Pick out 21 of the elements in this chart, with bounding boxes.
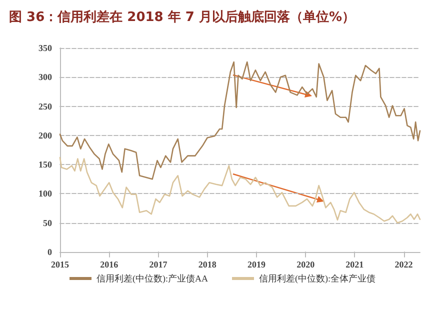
legend-label: 信用利差(中位数):产业债AA bbox=[96, 274, 208, 284]
x-tick-label: 2021 bbox=[346, 260, 364, 270]
legend-label: 信用利差(中位数):全体产业债 bbox=[259, 274, 376, 284]
y-tick-label: 250 bbox=[38, 101, 52, 112]
y-tick-label: 50 bbox=[43, 218, 52, 228]
x-tick-label: 2020 bbox=[296, 260, 316, 270]
x-tick-label: 2022 bbox=[394, 260, 414, 270]
chart-title: 图 36：信用利差在 2018 年 7 月以后触底回落（单位%） bbox=[9, 9, 355, 25]
y-tick-label: 150 bbox=[38, 160, 52, 170]
x-tick-label: 2019 bbox=[247, 260, 266, 270]
y-tick-label: 300 bbox=[38, 72, 52, 82]
x-tick-label: 2017 bbox=[149, 260, 168, 270]
x-tick-label: 2016 bbox=[100, 260, 119, 270]
x-tick-label: 2018 bbox=[198, 260, 217, 270]
line-series bbox=[59, 156, 421, 224]
y-tick-label: 0 bbox=[48, 247, 52, 257]
y-tick-label: 350 bbox=[38, 43, 52, 53]
x-tick-label: 2015 bbox=[51, 260, 70, 270]
line-series bbox=[59, 61, 421, 180]
y-tick-label: 100 bbox=[38, 188, 52, 199]
y-tick-label: 200 bbox=[38, 130, 52, 140]
